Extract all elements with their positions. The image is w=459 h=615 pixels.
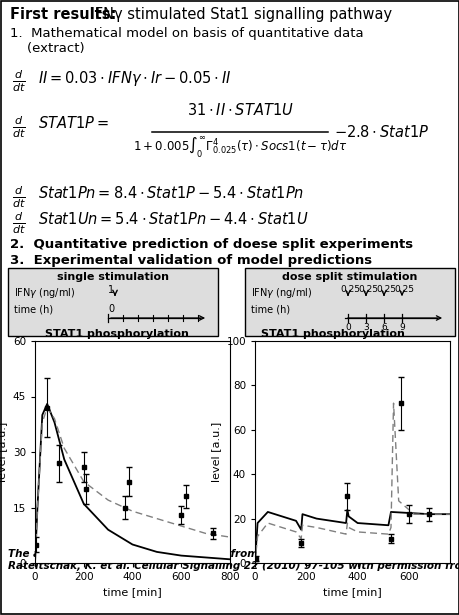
Text: 9: 9 [398, 323, 404, 332]
Text: $\frac{d}{dt}$: $\frac{d}{dt}$ [12, 68, 26, 94]
Y-axis label: level [a.u.]: level [a.u.] [210, 422, 220, 482]
X-axis label: time [min]: time [min] [103, 587, 162, 598]
Bar [245, 268, 454, 336]
Text: 0: 0 [344, 323, 350, 332]
Text: First results:: First results: [10, 7, 116, 22]
Text: $\frac{d}{dt}$: $\frac{d}{dt}$ [12, 184, 26, 210]
Bar [8, 268, 218, 336]
Text: dose split stimulation: dose split stimulation [282, 272, 417, 282]
Text: STAT1 phosphorylation: STAT1 phosphorylation [260, 329, 404, 339]
Text: time (h): time (h) [251, 304, 290, 314]
Text: 2.  Quantitative prediction of doese split experiments: 2. Quantitative prediction of doese spli… [10, 238, 412, 251]
Text: $\frac{d}{dt}$: $\frac{d}{dt}$ [12, 114, 26, 140]
Text: single stimulation: single stimulation [57, 272, 168, 282]
Text: time (h): time (h) [14, 304, 53, 314]
Text: $II = 0.03 \cdot IFN\gamma \cdot Ir - 0.05 \cdot II$: $II = 0.03 \cdot IFN\gamma \cdot Ir - 0.… [38, 69, 231, 88]
Text: $- 2.8 \cdot Stat1P$: $- 2.8 \cdot Stat1P$ [333, 124, 428, 140]
Text: 3.  Experimental validation of model predictions: 3. Experimental validation of model pred… [10, 254, 371, 267]
Text: 1.  Mathematical model on basis of quantitative data: 1. Mathematical model on basis of quanti… [10, 27, 363, 40]
Text: 0.25: 0.25 [357, 285, 377, 294]
Text: $Stat1Un = 5.4 \cdot Stat1Pn - 4.4 \cdot Stat1U$: $Stat1Un = 5.4 \cdot Stat1Pn - 4.4 \cdot… [38, 211, 308, 227]
Text: 0: 0 [108, 304, 114, 314]
Text: (extract): (extract) [10, 42, 84, 55]
Text: $Stat1Pn = 8.4 \cdot Stat1P - 5.4 \cdot Stat1Pn$: $Stat1Pn = 8.4 \cdot Stat1P - 5.4 \cdot … [38, 185, 303, 201]
Text: $\frac{d}{dt}$: $\frac{d}{dt}$ [12, 210, 26, 236]
Text: $STAT1P =$: $STAT1P =$ [38, 115, 108, 131]
Text: 6: 6 [381, 323, 386, 332]
Y-axis label: level [a.u.]: level [a.u.] [0, 422, 7, 482]
X-axis label: time [min]: time [min] [322, 587, 381, 598]
Text: IFN$\gamma$ (ng/ml): IFN$\gamma$ (ng/ml) [14, 286, 75, 300]
Text: 0.25: 0.25 [339, 285, 359, 294]
Text: STAT1 phosphorylation: STAT1 phosphorylation [45, 329, 188, 339]
Text: 1: 1 [108, 285, 114, 295]
Text: $31 \cdot II \cdot STAT1U$: $31 \cdot II \cdot STAT1U$ [186, 102, 293, 118]
Text: The above four Figures are a Reprint  from
Rateitschak, K. et al. Cellular Signa: The above four Figures are a Reprint fro… [8, 549, 459, 571]
Text: IFNγ stimulated Stat1 signalling pathway: IFNγ stimulated Stat1 signalling pathway [86, 7, 391, 22]
Text: 0.25: 0.25 [375, 285, 395, 294]
Text: IFN$\gamma$ (ng/ml): IFN$\gamma$ (ng/ml) [251, 286, 312, 300]
Text: 0.25: 0.25 [393, 285, 413, 294]
Text: $1+0.005\int_0^{\infty}\Gamma^4_{0.025}(\tau)\cdot Socs1(t-\tau)d\tau$: $1+0.005\int_0^{\infty}\Gamma^4_{0.025}(… [133, 135, 347, 160]
Text: 3: 3 [362, 323, 368, 332]
